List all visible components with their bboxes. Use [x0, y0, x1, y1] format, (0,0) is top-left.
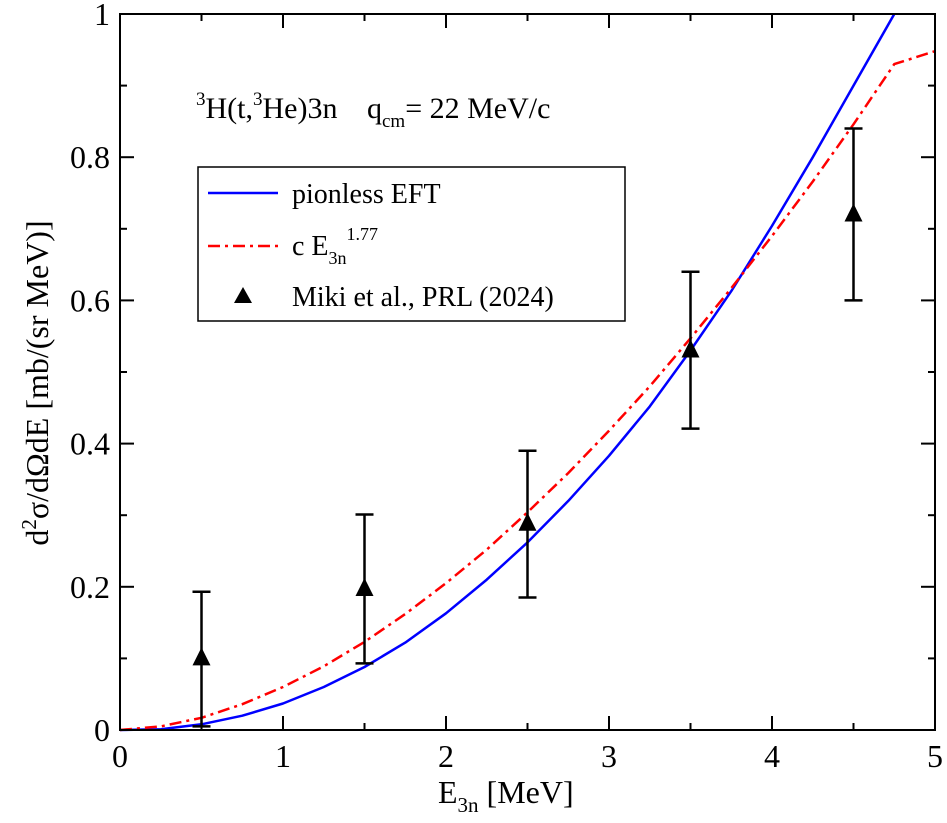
data-points	[192, 127, 863, 728]
x-tick-label: 1	[275, 738, 291, 774]
y-axis-label-sup: 2	[17, 519, 41, 530]
q-sub: cm	[382, 111, 405, 132]
triangle-marker	[681, 339, 700, 358]
y-tick-label: 1	[94, 0, 110, 32]
y-axis-label-main: σ/dΩdE [mb/(sr MeV)]	[19, 220, 55, 519]
x-tick-label: 5	[927, 738, 943, 774]
ticks: 0 1 2 3 4 5 0 0.2 0.4 0.6 0.8 1	[70, 0, 943, 774]
legend-marker-triangle	[234, 287, 252, 303]
triangle-marker	[355, 577, 374, 596]
y-axis-label-pre: d	[19, 530, 55, 546]
curves	[119, 13, 936, 732]
legend-power-sup: 1.77	[347, 224, 379, 244]
x-axis-label-unit: [MeV]	[479, 774, 574, 810]
reaction-sup1: 3	[196, 89, 206, 110]
data-point	[518, 449, 537, 599]
data-point	[844, 127, 863, 302]
legend-label-power: c E3n1.77	[292, 224, 378, 268]
data-point	[355, 513, 374, 665]
triangle-marker	[192, 647, 211, 666]
x-tick-label: 3	[601, 738, 617, 774]
triangle-marker	[844, 203, 863, 222]
x-axis-label-sub: 3n	[458, 793, 480, 817]
q-value: = 22 MeV/c	[405, 92, 550, 125]
x-axis-label: E3n [MeV]	[438, 774, 574, 817]
series-line-eft	[119, 13, 896, 732]
legend-label-data: Miki et al., PRL (2024)	[292, 282, 554, 313]
series-line-power-law	[119, 50, 936, 732]
data-point	[681, 270, 700, 430]
y-tick-label: 0.8	[70, 139, 110, 175]
reaction-annotation: 3H(t,3He)3n qcm= 22 MeV/c	[196, 89, 550, 132]
data-point	[192, 590, 211, 728]
x-tick-label: 0	[112, 738, 128, 774]
y-tick-label: 0.2	[70, 569, 110, 605]
legend-power-main: c E	[292, 231, 329, 262]
reaction-sup2: 3	[253, 89, 263, 110]
x-tick-label: 2	[438, 738, 454, 774]
legend: pionless EFT c E3n1.77 Miki et al., PRL …	[197, 166, 626, 322]
y-tick-label: 0	[94, 712, 110, 748]
reaction-a: H(t,	[206, 92, 254, 125]
y-axis-label: d2σ/dΩdE [mb/(sr MeV)]	[17, 220, 55, 545]
legend-power-sub: 3n	[329, 248, 347, 268]
y-tick-label: 0.6	[70, 282, 110, 318]
x-tick-label: 4	[764, 738, 780, 774]
legend-label-eft: pionless EFT	[292, 179, 441, 210]
q-label: q	[367, 92, 382, 125]
reaction-b: He)3n	[263, 92, 338, 125]
y-tick-label: 0.4	[70, 426, 110, 462]
triangle-marker	[518, 512, 537, 531]
x-axis-label-main: E	[438, 774, 458, 810]
